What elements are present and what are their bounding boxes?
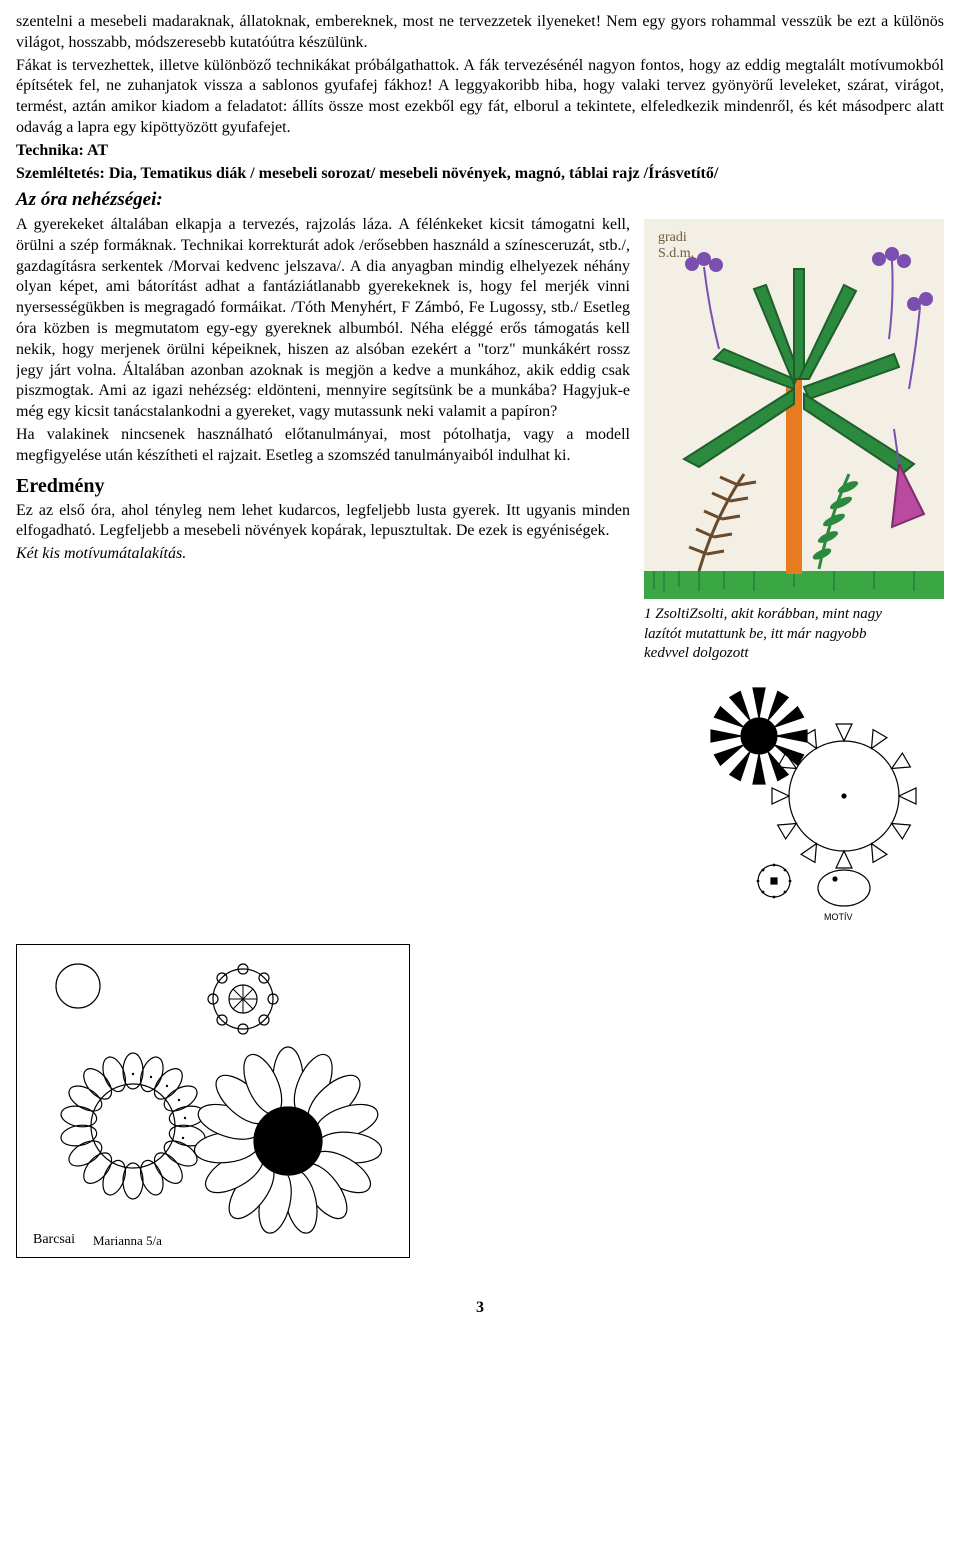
technique-line: Technika: AT (16, 141, 944, 162)
wrap-section: gradi S.d.m. (16, 215, 944, 932)
child-drawing-container: gradi S.d.m. (644, 219, 944, 926)
body-paragraph-2: Fákat is tervezhettek, illetve különböző… (16, 56, 944, 139)
demonstration-value: Dia, Tematikus diák / mesebeli sorozat/ … (109, 165, 718, 182)
technique-value: AT (87, 142, 108, 159)
motif-sun-sketch-icon: MOTÍV (644, 666, 944, 926)
caption-line-2: lazítót mutattunk be, itt már nagyobb (644, 626, 867, 642)
caption-line-3: kedvvel dolgozott (644, 645, 749, 661)
body-paragraph-1: szentelni a mesebeli madaraknak, állatok… (16, 12, 944, 54)
page-number: 3 (16, 1298, 944, 1319)
bottom-row: Barcsai Marianna 5/a (16, 944, 944, 1258)
demonstration-label: Szemléltetés: (16, 165, 109, 182)
child-drawing-icon: gradi S.d.m. (644, 219, 944, 599)
demonstration-line: Szemléltetés: Dia, Tematikus diák / mese… (16, 164, 944, 185)
svg-text:MOTÍV: MOTÍV (824, 912, 853, 922)
difficulties-title: Az óra nehézségei: (16, 188, 944, 213)
technique-label: Technika: (16, 142, 87, 159)
svg-text:gradi: gradi (658, 230, 687, 245)
flower-sketch-box: Barcsai Marianna 5/a (16, 944, 410, 1258)
drawing-caption: 1 ZsoltiZsolti, akit korábban, mint nagy… (644, 605, 944, 664)
svg-text:Marianna 5/a: Marianna 5/a (93, 1233, 162, 1248)
flower-sketch-icon: Barcsai Marianna 5/a (23, 951, 403, 1251)
caption-line-1: 1 ZsoltiZsolti, akit korábban, mint nagy (644, 606, 882, 622)
svg-text:Barcsai: Barcsai (33, 1232, 75, 1247)
